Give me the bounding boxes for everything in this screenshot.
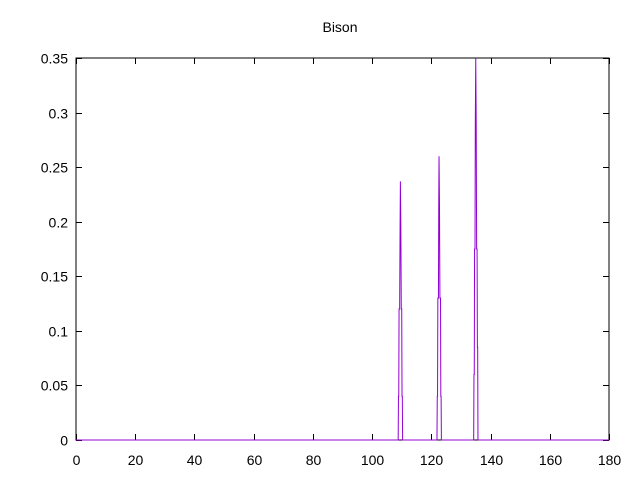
x-tick-label: 180	[598, 452, 622, 468]
plot-frame	[75, 57, 610, 441]
x-tick-label: 60	[247, 452, 263, 468]
series-line	[76, 57, 609, 441]
x-axis: 0 20 40 60 80 100 120 140 160 180	[73, 58, 622, 468]
y-tick-label: 0.15	[41, 269, 68, 285]
x-tick-label: 0	[73, 452, 81, 468]
y-axis: 0 0.05 0.1 0.15 0.2 0.25 0.3 0.35	[41, 51, 609, 449]
x-tick-label: 100	[361, 452, 385, 468]
y-tick-label: 0.25	[41, 160, 68, 176]
x-tick-label: 140	[480, 452, 504, 468]
x-tick-label: 120	[420, 452, 444, 468]
plot-border	[75, 57, 610, 441]
y-tick-label: 0.1	[49, 324, 69, 340]
chart-title: Bison	[322, 19, 357, 35]
y-tick-label: 0.3	[49, 106, 69, 122]
y-tick-label: 0.05	[41, 378, 68, 394]
y-tick-label: 0.35	[41, 51, 68, 67]
x-tick-label: 40	[187, 452, 203, 468]
y-tick-label: 0	[60, 433, 68, 449]
x-tick-label: 20	[128, 452, 144, 468]
y-tick-label: 0.2	[49, 215, 69, 231]
x-tick-label: 160	[539, 452, 563, 468]
plot-area	[76, 57, 609, 441]
x-tick-label: 80	[306, 452, 322, 468]
